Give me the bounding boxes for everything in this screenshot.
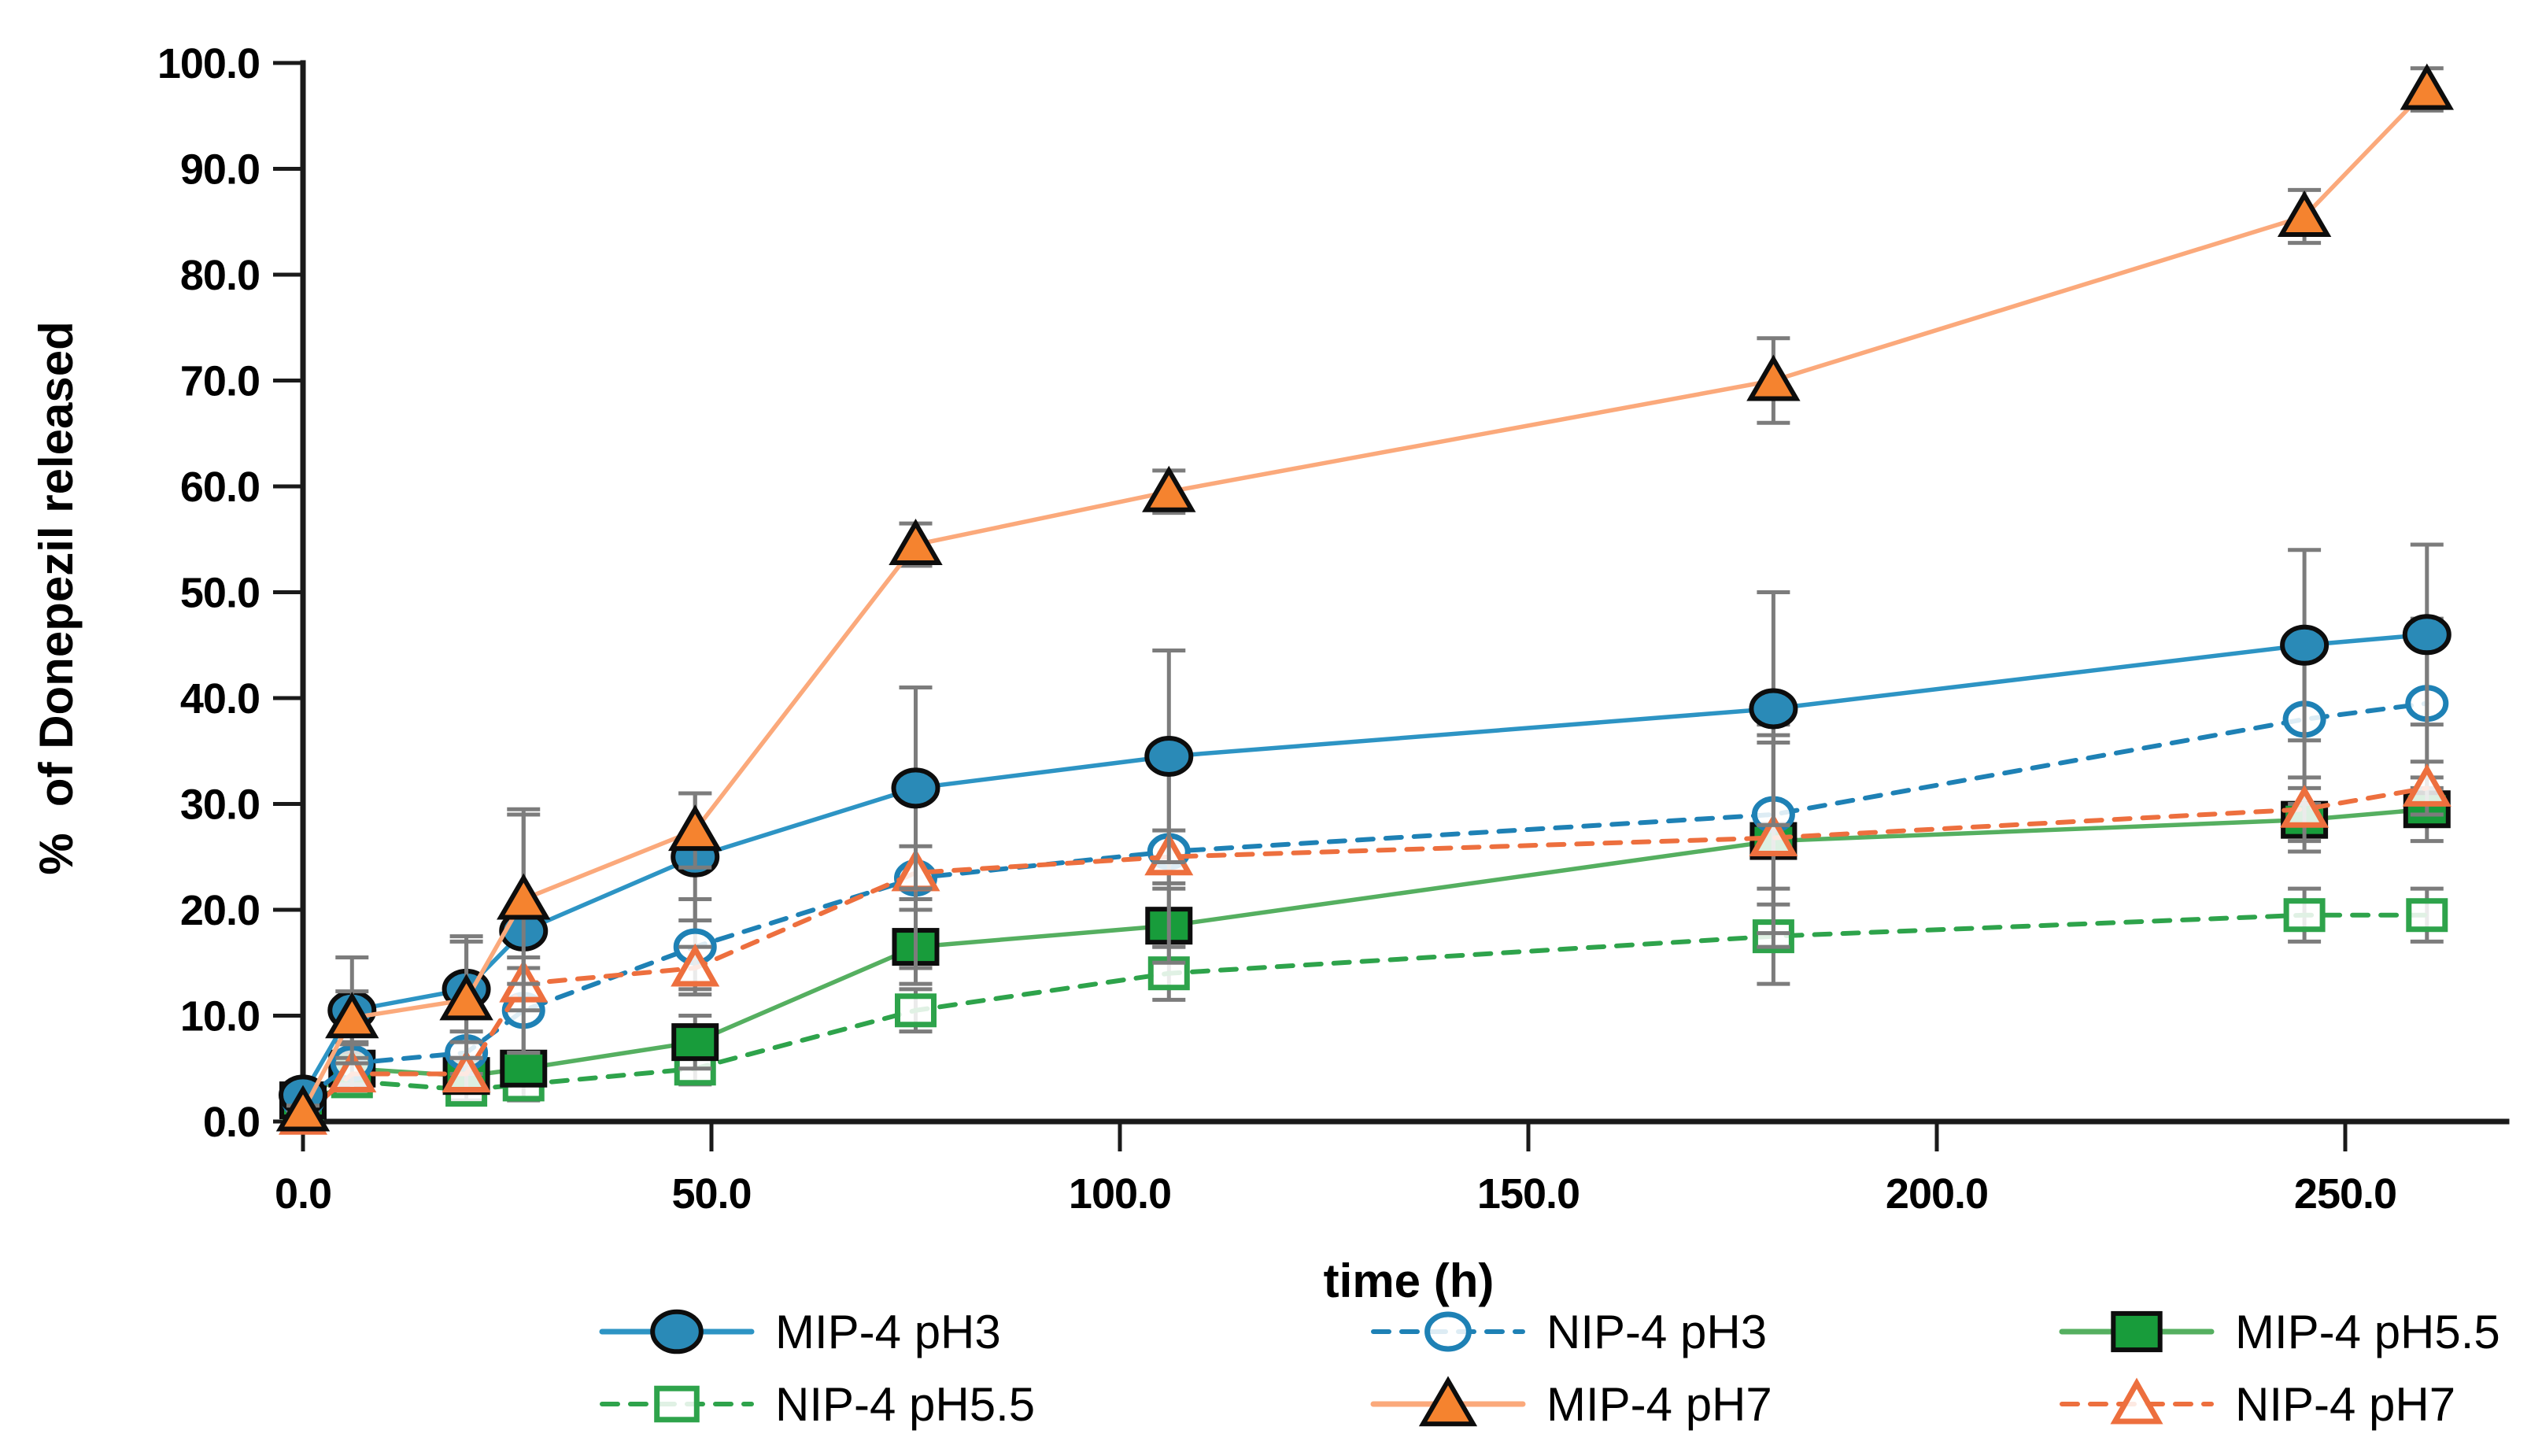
legend-item-nip4-ph55: NIP-4 pH5.5 (600, 1378, 1035, 1431)
legend-item-mip4-ph3: MIP-4 pH3 (599, 1306, 1001, 1358)
legend-label: MIP-4 pH7 (1546, 1378, 1772, 1431)
y-tick-label: 70.0 (180, 358, 260, 405)
data-point-marker (1142, 465, 1196, 512)
x-tick-label: 250.0 (2294, 1170, 2396, 1218)
y-tick-label: 0.0 (203, 1099, 260, 1146)
legend-label: NIP-4 pH3 (1546, 1306, 1767, 1358)
data-point-marker (1746, 354, 1801, 401)
legend-item-mip4-ph55: MIP-4 pH5.5 (2059, 1306, 2500, 1358)
data-point-marker (891, 767, 940, 809)
legend-label: NIP-4 pH7 (2235, 1378, 2455, 1431)
data-point-marker (1144, 735, 1194, 777)
series-mip-4-ph7 (275, 63, 2455, 1132)
data-point-marker (1418, 1376, 1478, 1427)
plot-area: 0.0 10.0 20.0 30.0 40.0 50.0 60.0 70.0 80.0 90.0 1… (157, 40, 2510, 1218)
data-point-marker (889, 518, 943, 565)
data-point-marker (500, 1049, 548, 1088)
data-point-marker (2111, 1310, 2163, 1353)
data-point-marker (2283, 898, 2326, 933)
y-tick-label: 20.0 (180, 887, 260, 934)
y-axis-title: % of Donepezil released (30, 321, 83, 875)
data-point-marker (2280, 624, 2330, 666)
y-tick-label: 90.0 (180, 146, 260, 194)
series-nip-4-ph5-5 (282, 886, 2448, 1123)
legend-item-mip4-ph7: MIP-4 pH7 (1370, 1376, 1772, 1431)
y-tick-label: 40.0 (180, 675, 260, 722)
y-tick-label: 30.0 (180, 782, 260, 829)
series-nip-4-ph7 (278, 740, 2451, 1135)
data-point-marker (650, 1309, 704, 1354)
data-point-marker (2402, 614, 2451, 656)
data-point-marker (325, 992, 379, 1039)
data-point-marker (1749, 688, 1798, 730)
x-tick-label: 150.0 (1477, 1170, 1580, 1218)
data-point-marker (327, 1049, 377, 1092)
data-point-marker (442, 1049, 491, 1092)
series-line (301, 632, 2429, 1098)
data-point-marker (2402, 763, 2451, 807)
y-tick-label: 50.0 (180, 570, 260, 617)
legend-label: MIP-4 pH3 (775, 1306, 1001, 1358)
open-square-dashed-line-icon (600, 1385, 754, 1423)
data-point-marker (668, 804, 722, 852)
filled-circle-solid-line-icon (599, 1309, 755, 1354)
data-point-marker (1424, 1311, 1472, 1352)
series-line (301, 700, 2429, 1103)
series-line (301, 912, 2429, 1108)
y-tick-label: 100.0 (157, 40, 260, 87)
data-point-marker (654, 1385, 700, 1423)
filled-square-solid-line-icon (2059, 1310, 2215, 1353)
y-tick-label: 10.0 (180, 993, 260, 1040)
data-point-marker (671, 1023, 719, 1062)
x-tick-label: 200.0 (1886, 1170, 1988, 1218)
data-point-marker (497, 873, 551, 920)
series-line (301, 87, 2429, 1114)
data-point-marker (2400, 63, 2455, 110)
open-circle-dashed-line-icon (1371, 1311, 1525, 1352)
open-triangle-dashed-line-icon (2060, 1377, 2214, 1425)
x-tick-label: 0.0 (275, 1170, 331, 1218)
x-tick-label: 100.0 (1069, 1170, 1171, 1218)
legend-item-nip4-ph3: NIP-4 pH3 (1371, 1306, 1767, 1358)
data-point-marker (671, 943, 720, 987)
legend-item-nip4-ph7: NIP-4 pH7 (2060, 1377, 2455, 1431)
data-point-marker (2406, 898, 2448, 933)
y-tick-label: 60.0 (180, 464, 260, 511)
data-point-marker (2277, 190, 2332, 238)
data-point-marker (439, 974, 493, 1021)
data-point-marker (895, 993, 937, 1028)
data-point-marker (2110, 1377, 2163, 1425)
y-tick-label: 80.0 (180, 252, 260, 299)
legend: MIP-4 pH3 NIP-4 pH3 MIP-4 pH5.5 NIP-4 pH… (599, 1306, 2500, 1431)
series-line (301, 785, 2429, 1119)
data-point-marker (2280, 785, 2330, 828)
x-tick-label: 50.0 (671, 1170, 751, 1218)
data-point-marker (275, 1085, 331, 1132)
series-mip-4-ph5-5 (279, 733, 2451, 1120)
legend-label: NIP-4 pH5.5 (775, 1378, 1035, 1431)
filled-triangle-solid-line-icon (1370, 1376, 1526, 1427)
data-point-marker (1749, 813, 1798, 857)
x-axis-title: time (h) (1324, 1255, 1495, 1307)
legend-label: MIP-4 pH5.5 (2235, 1306, 2500, 1358)
